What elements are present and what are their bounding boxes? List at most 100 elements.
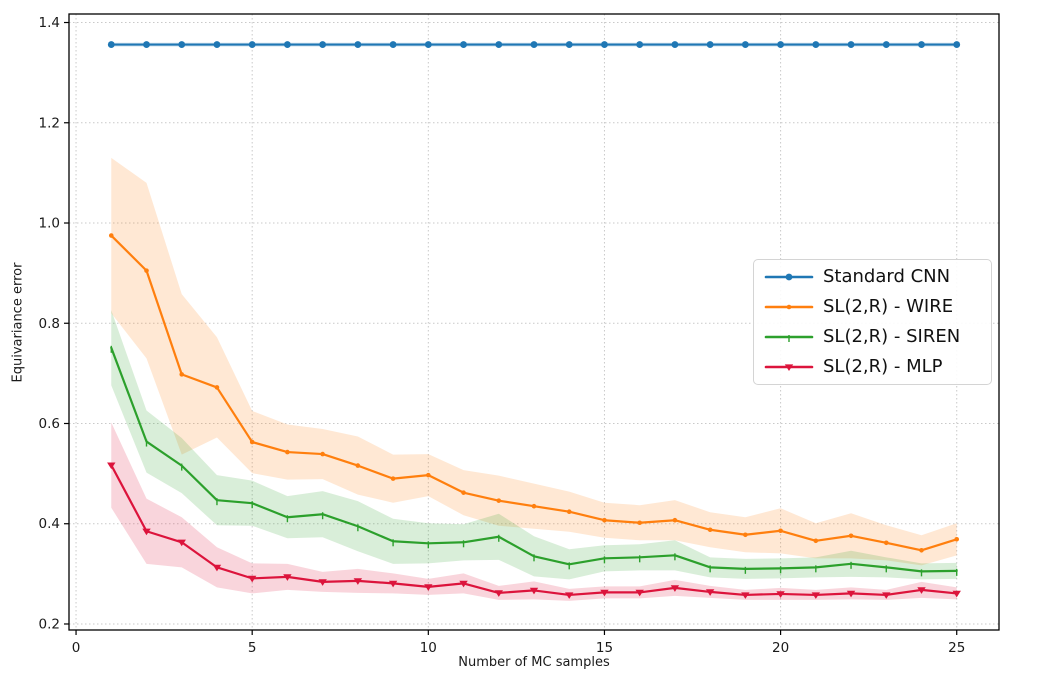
marker-dot [320, 451, 325, 457]
marker-circle [918, 41, 925, 48]
marker-dot [108, 233, 114, 238]
marker-triangle-down [705, 589, 715, 596]
marker-triangle-down [635, 589, 644, 597]
marker-triangle-down [107, 462, 116, 470]
marker-dot [531, 503, 537, 509]
legend-entry: SL(2,R) - SIREN [754, 322, 991, 352]
marker-circle [636, 41, 644, 48]
marker-triangle-down [846, 590, 856, 598]
legend: Standard CNN SL(2,R) - WIRE SL(2,R) - SIRE… [753, 259, 992, 385]
marker-triangle-down [388, 580, 398, 588]
marker-circle [741, 41, 749, 48]
marker-dot [786, 304, 792, 310]
marker-dot [707, 527, 713, 533]
circle-legend-marker-icon [764, 273, 814, 281]
marker-dot [954, 536, 960, 542]
y-tick-label: 1.0 [39, 216, 60, 232]
triangle-down-legend-marker-icon [764, 364, 814, 371]
marker-circle [354, 41, 362, 48]
marker-triangle-down [212, 564, 222, 572]
x-tick-label: 0 [72, 640, 81, 656]
error-band [111, 157, 957, 566]
legend-label: SL(2,R) - WIRE [823, 296, 954, 317]
x-axis-label: Number of MC samples [458, 655, 610, 670]
marker-circle [953, 41, 961, 48]
marker-dot [496, 498, 502, 503]
series-markers [108, 233, 960, 553]
error-band [111, 310, 957, 580]
x-tick-label: 10 [420, 640, 437, 656]
marker-triangle-down [776, 591, 785, 598]
marker-dot [883, 540, 889, 546]
plot-border [68, 13, 1000, 631]
marker-circle [178, 41, 186, 48]
marker-triangle-down [952, 590, 961, 598]
x-tick-label: 25 [948, 640, 965, 656]
marker-dot [355, 463, 361, 468]
marker-circle [671, 41, 679, 48]
marker-dot [672, 517, 678, 523]
y-axis-label: Equivariance error [10, 262, 26, 383]
y-tick-label: 0.8 [39, 316, 60, 332]
marker-circle [284, 41, 291, 48]
marker-circle [213, 41, 221, 48]
dot-legend-marker-icon [764, 304, 814, 310]
marker-dot [214, 385, 220, 390]
marker-dot [285, 449, 290, 455]
marker-dot [566, 509, 572, 515]
marker-dot [778, 528, 783, 534]
marker-dot [813, 538, 819, 544]
marker-circle [812, 41, 820, 48]
marker-dot [919, 548, 924, 553]
marker-triangle-down [670, 585, 680, 592]
series-markers [110, 345, 958, 577]
marker-circle [424, 41, 432, 48]
y-tick-label: 1.2 [39, 115, 60, 131]
marker-dot [426, 472, 431, 478]
legend-label: SL(2,R) - SIREN [823, 326, 961, 347]
legend-entry: Standard CNN [754, 262, 991, 292]
marker-triangle-down [424, 584, 433, 591]
marker-circle [143, 41, 150, 48]
series-markers [107, 462, 961, 599]
marker-circle [389, 41, 397, 48]
y-tick-label: 0.4 [39, 516, 60, 532]
tick-legend-marker-icon [764, 335, 814, 342]
marker-dot [848, 533, 854, 539]
legend-entry: SL(2,R) - MLP [754, 352, 991, 382]
marker-triangle-down [247, 575, 257, 583]
marker-dot [461, 490, 466, 495]
marker-circle [785, 273, 793, 281]
marker-triangle-down [882, 592, 891, 599]
marker-triangle-down [142, 528, 151, 536]
marker-circle [706, 41, 714, 48]
y-tick-label: 0.6 [39, 416, 60, 432]
marker-circle [495, 41, 503, 48]
legend-entry: SL(2,R) - WIRE [754, 292, 991, 322]
marker-triangle-down [741, 592, 750, 599]
marker-triangle-down [811, 592, 821, 599]
marker-triangle-down [459, 580, 468, 588]
marker-dot [390, 476, 396, 481]
marker-circle [565, 41, 573, 48]
marker-dot [743, 532, 748, 538]
marker-triangle-down [600, 589, 609, 597]
marker-triangle-down [177, 539, 186, 547]
marker-triangle-down [318, 579, 327, 586]
marker-triangle-down [529, 587, 539, 595]
marker-circle [777, 41, 784, 48]
marker-dot [602, 517, 607, 523]
marker-triangle-down [917, 587, 926, 594]
marker-circle [847, 41, 855, 48]
marker-triangle-down [784, 364, 794, 371]
marker-circle [601, 41, 608, 48]
marker-triangle-down [283, 574, 292, 581]
x-tick-label: 20 [772, 640, 789, 656]
marker-triangle-down [494, 590, 503, 597]
legend-label: Standard CNN [823, 266, 951, 287]
marker-triangle-down [565, 592, 574, 599]
marker-triangle-down [353, 578, 363, 585]
x-tick-label: 5 [248, 640, 257, 656]
marker-dot [144, 268, 149, 273]
legend-label: SL(2,R) - MLP [823, 356, 943, 377]
